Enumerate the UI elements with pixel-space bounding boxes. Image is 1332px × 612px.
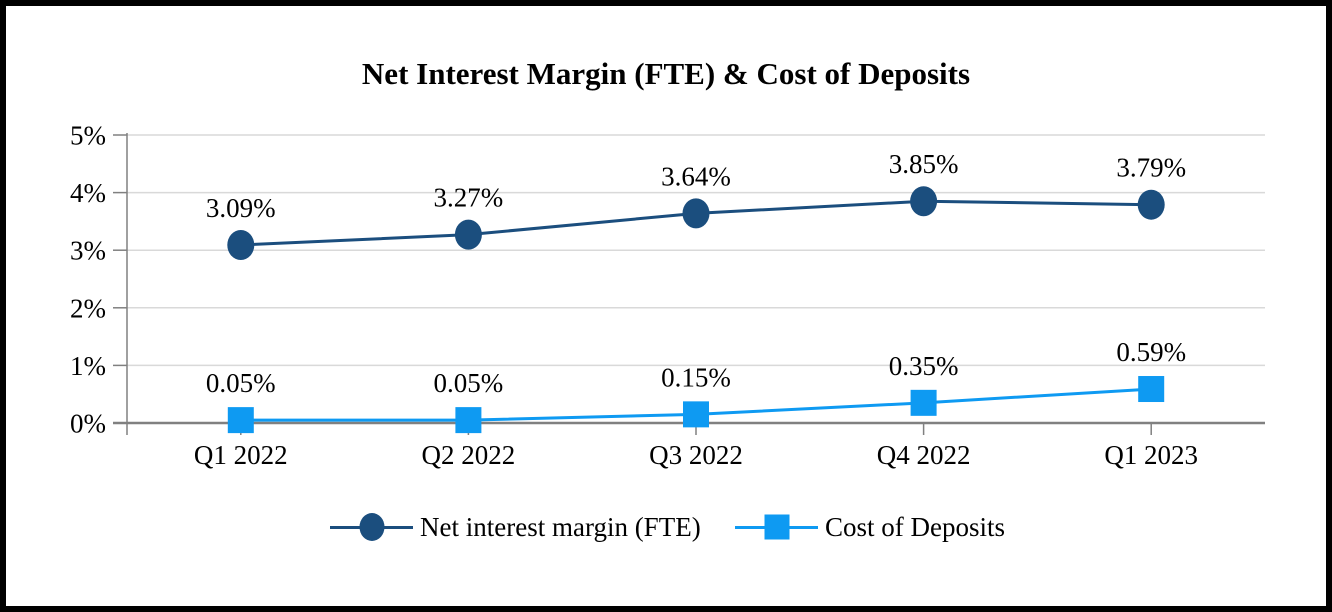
data-point-label: 3.64% (661, 161, 731, 191)
legend-label: Cost of Deposits (825, 511, 1006, 542)
legend-swatch (735, 509, 818, 545)
data-point-label: 3.09% (206, 193, 276, 223)
circle-marker-icon (359, 513, 384, 541)
data-point-marker (227, 230, 255, 261)
data-point-label: 0.05% (434, 368, 504, 398)
y-axis-label: 4% (70, 178, 106, 208)
data-point-marker (910, 389, 937, 416)
x-axis-label: Q2 2022 (422, 440, 516, 470)
y-axis-label: 5% (70, 121, 106, 151)
x-axis-label: Q3 2022 (649, 440, 743, 470)
y-axis-label: 1% (70, 351, 106, 381)
x-axis-label: Q1 2023 (1104, 440, 1198, 470)
x-axis-label: Q1 2022 (194, 440, 288, 470)
legend-item-cost-of-deposits: Cost of Deposits (735, 509, 1005, 545)
square-marker-icon (764, 514, 789, 540)
chart-title: Net Interest Margin (FTE) & Cost of Depo… (361, 56, 971, 91)
x-axis-label: Q4 2022 (877, 440, 971, 470)
chart-svg: 0% 1% 2% 3% 4% 5% Q1 2022 Q2 2022 Q3 2022 Q4 2022… (70, 121, 1265, 470)
legend-swatch (330, 509, 413, 545)
y-axis-label: 2% (70, 293, 106, 323)
data-point-label: 3.79% (1116, 153, 1186, 183)
data-point-label: 0.35% (889, 351, 959, 381)
data-point-marker (683, 401, 709, 428)
data-point-label: 0.05% (206, 368, 276, 398)
data-point-marker (910, 186, 938, 217)
y-axis-label: 0% (70, 409, 106, 439)
data-point-marker (454, 219, 482, 250)
legend-item-net-interest-margin: Net interest margin (FTE) (330, 509, 701, 545)
data-point-marker (1137, 189, 1165, 220)
data-point-label: 3.27% (434, 183, 504, 213)
data-point-marker (227, 407, 254, 434)
data-point-marker (455, 407, 482, 434)
legend-label: Net interest margin (FTE) (420, 511, 701, 542)
data-point-label: 0.15% (661, 362, 731, 392)
data-point-marker (1138, 376, 1165, 403)
data-point-label: 3.85% (889, 149, 959, 179)
data-point-label: 0.59% (1116, 337, 1186, 367)
data-point-marker (682, 198, 710, 229)
y-axis-label: 3% (70, 236, 106, 266)
